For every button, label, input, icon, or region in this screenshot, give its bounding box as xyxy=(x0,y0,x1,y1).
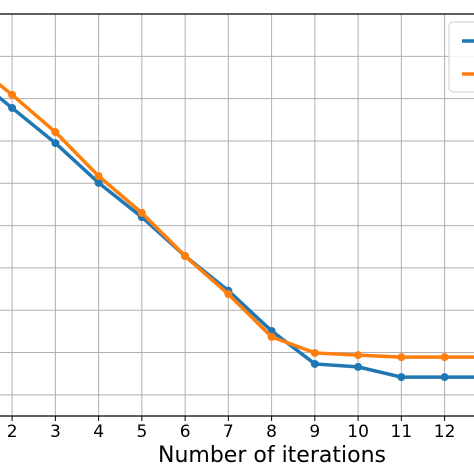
x-tick-label: 3 xyxy=(50,422,61,442)
point xyxy=(267,332,276,341)
x-tick-label: 4 xyxy=(93,422,104,442)
x-tick-label: 10 xyxy=(347,422,369,442)
point xyxy=(224,290,233,299)
x-tick-label: 9 xyxy=(309,422,320,442)
point xyxy=(397,373,406,382)
point xyxy=(181,252,190,261)
point xyxy=(51,128,60,137)
point xyxy=(310,348,319,357)
plot-area xyxy=(0,14,474,416)
point xyxy=(51,139,60,148)
point xyxy=(8,103,17,112)
x-tick-label: 12 xyxy=(434,422,456,442)
x-tick-label: 6 xyxy=(180,422,191,442)
series-line xyxy=(0,82,474,359)
point xyxy=(8,90,17,99)
x-axis-label: Number of iterations xyxy=(158,443,386,468)
legend-box xyxy=(448,21,474,93)
point xyxy=(440,353,449,362)
point xyxy=(310,359,319,368)
x-tick-label: 2 xyxy=(7,422,18,442)
point xyxy=(94,172,103,181)
x-tick-label: 7 xyxy=(223,422,234,442)
point xyxy=(397,353,406,362)
series-line xyxy=(0,95,474,379)
x-tick-label: 8 xyxy=(266,422,277,442)
point xyxy=(354,362,363,371)
point xyxy=(94,178,103,187)
point xyxy=(354,351,363,360)
x-tick-label: 11 xyxy=(391,422,413,442)
x-tick-label: 5 xyxy=(136,422,147,442)
point xyxy=(137,208,146,217)
point xyxy=(440,373,449,382)
